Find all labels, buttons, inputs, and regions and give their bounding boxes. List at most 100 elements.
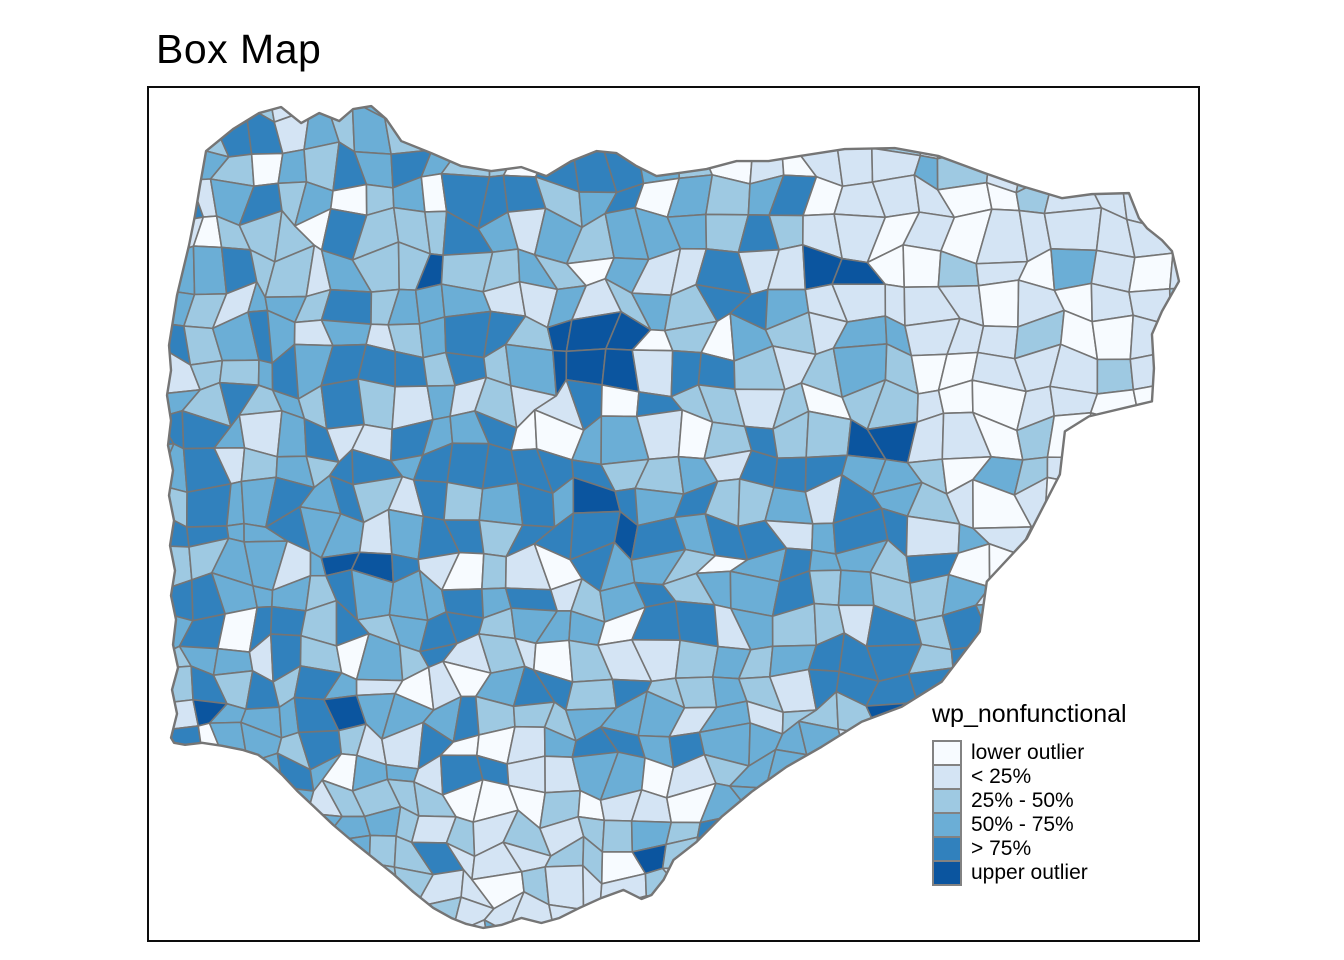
- map-region: [446, 442, 490, 490]
- map-region: [149, 395, 158, 418]
- map-region: [320, 288, 373, 326]
- map-region: [483, 891, 525, 928]
- map-region: [1080, 456, 1124, 485]
- map-region: [906, 921, 945, 928]
- map-region: [189, 889, 227, 928]
- map-region: [1088, 669, 1138, 705]
- map-region: [167, 892, 171, 928]
- map-region: [1196, 510, 1198, 556]
- map-region: [735, 811, 786, 850]
- legend-items: lower outlier < 25% 25% - 50% 50% - 75% > 75…: [932, 740, 1194, 886]
- map-region: [1128, 633, 1173, 671]
- map-region: [816, 916, 844, 928]
- map-region: [167, 600, 174, 651]
- map-region: [1087, 541, 1131, 584]
- map-region: [1091, 106, 1140, 114]
- map-region: [384, 106, 424, 121]
- map-region: [502, 137, 549, 178]
- map-region: [1165, 569, 1179, 618]
- map-region: [181, 759, 230, 800]
- map-region: [1169, 445, 1179, 487]
- map-region: [502, 106, 551, 114]
- map-region: [443, 106, 496, 124]
- map-region: [1193, 173, 1198, 215]
- map-region: [942, 106, 997, 123]
- map-region: [1171, 605, 1179, 648]
- map-region: [171, 106, 189, 146]
- map-region: [1193, 140, 1198, 179]
- map-region: [1089, 601, 1131, 638]
- map-region: [1197, 388, 1198, 422]
- map-region: [1043, 207, 1103, 252]
- map-region: [831, 844, 878, 881]
- map-region: [411, 106, 451, 121]
- map-region: [269, 605, 307, 637]
- map-region: [167, 807, 173, 846]
- map-region: [1195, 816, 1198, 856]
- map-region: [167, 796, 201, 813]
- map-region: [936, 891, 995, 928]
- map-region: [1119, 106, 1166, 117]
- map-region: [194, 836, 223, 885]
- map-region: [488, 111, 525, 152]
- legend-item: < 25%: [932, 764, 1194, 790]
- map-region: [1088, 633, 1138, 681]
- map-region: [767, 812, 818, 839]
- map-region: [601, 819, 634, 853]
- map-region: [149, 179, 156, 225]
- map-region: [667, 918, 716, 928]
- map-region: [1157, 905, 1179, 928]
- map-region: [878, 106, 917, 118]
- map-region: [1169, 147, 1179, 184]
- map-region: [764, 106, 813, 123]
- map-region: [547, 106, 587, 155]
- map-region: [869, 921, 923, 928]
- map-region: [732, 835, 786, 871]
- map-region: [244, 809, 286, 845]
- map-region: [633, 894, 688, 928]
- map-region: [220, 809, 252, 840]
- map-region: [773, 456, 807, 493]
- legend-item-label: > 75%: [971, 837, 1032, 860]
- map-region: [167, 641, 174, 669]
- map-region: [1163, 660, 1179, 706]
- map-region: [903, 106, 949, 117]
- map-region: [694, 866, 735, 905]
- map-region: [802, 753, 851, 801]
- map-region: [1169, 309, 1179, 353]
- map-region: [1118, 539, 1179, 582]
- map-region: [674, 106, 719, 117]
- map-region: [180, 106, 230, 158]
- map-region: [337, 862, 371, 904]
- map-region: [167, 579, 194, 622]
- map-region: [600, 106, 644, 150]
- map-region: [744, 926, 784, 928]
- map-region: [1195, 843, 1198, 881]
- map-region: [837, 728, 881, 768]
- map-region: [276, 410, 308, 458]
- map-region: [764, 787, 805, 818]
- map-region: [907, 891, 954, 928]
- map-region: [1043, 519, 1104, 560]
- map-region: [989, 106, 1026, 123]
- map-region: [1168, 252, 1179, 290]
- map-region: [1128, 252, 1174, 293]
- map-region: [298, 812, 343, 854]
- map-region: [837, 569, 875, 607]
- map-region: [572, 907, 610, 928]
- map-region: [1122, 416, 1171, 465]
- map-region: [448, 114, 496, 152]
- map-region: [636, 106, 680, 150]
- map-region: [565, 347, 607, 386]
- map-region: [208, 106, 247, 114]
- map-region: [1129, 314, 1172, 361]
- map-region: [599, 895, 648, 928]
- map-region: [313, 895, 343, 928]
- map-region: [1080, 109, 1143, 147]
- map-region: [870, 844, 922, 885]
- map-legend: wp_nonfunctional lower outlier < 25% 25% -…: [932, 700, 1194, 886]
- map-region: [210, 880, 256, 903]
- map-region: [674, 639, 719, 679]
- map-region: [368, 834, 397, 868]
- map-region: [181, 785, 229, 816]
